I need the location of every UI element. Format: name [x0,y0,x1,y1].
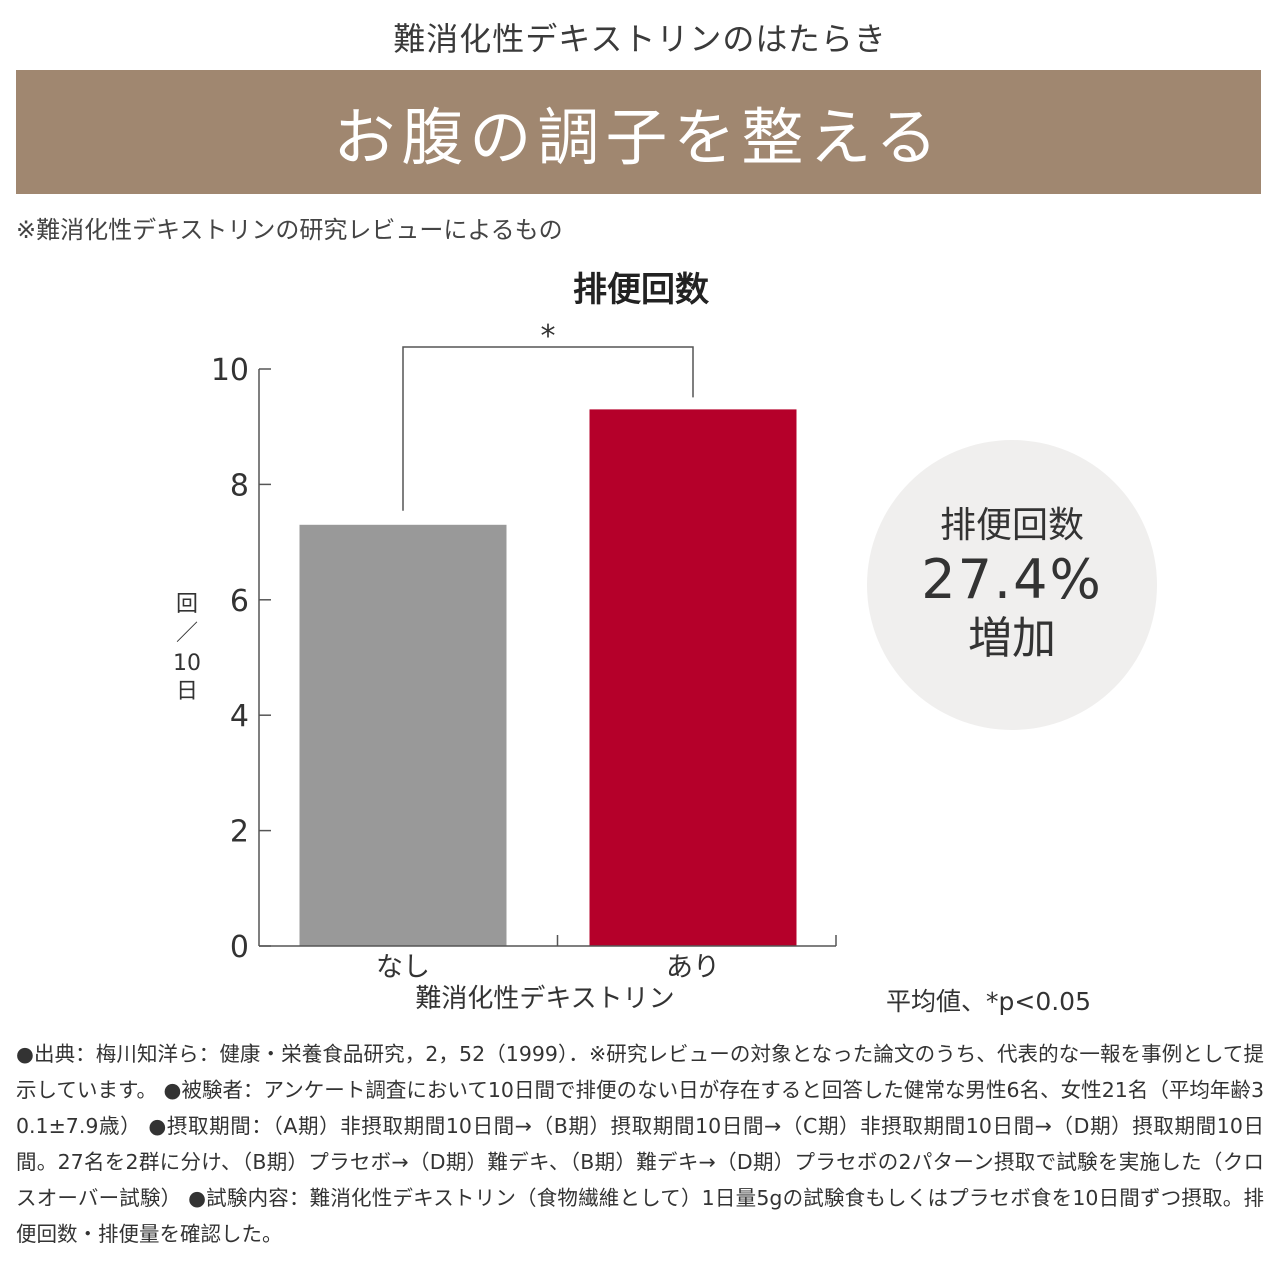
y-axis: 0 2 4 6 8 10 [211,353,271,965]
title-banner: お腹の調子を整える [16,70,1261,194]
x-axis-label: 難消化性デキストリン [415,984,674,1014]
research-note: ※難消化性デキストリンの研究レビューによるもの [16,216,563,244]
y-axis-label: 回 ／ 10 日 [173,592,201,704]
section-eyebrow: 難消化性デキストリンのはたらき [393,20,887,58]
y-tick-label: 0 [230,930,249,965]
significance-marker: * [541,319,556,354]
bar-with [589,409,797,946]
statistics-note: 平均値、*p<0.05 [886,987,1091,1016]
bars [299,409,797,946]
x-tick-label: あり [666,952,720,983]
chart-title: 排便回数 [573,270,709,310]
y-tick-label: 10 [211,353,249,388]
badge-percentage: 27.4% [921,548,1103,611]
significance-bracket: * [402,319,694,511]
page-title: お腹の調子を整える [333,101,944,174]
y-axis-label-part: 10 [173,651,201,676]
increase-badge: 排便回数 27.4% 増加 [867,440,1157,730]
y-tick-label: 8 [230,468,249,503]
y-tick-label: 2 [230,815,249,850]
y-axis-label-part: ／ [176,621,198,646]
x-tick-label: なし [376,952,430,983]
y-axis-label-part: 日 [176,679,198,704]
y-tick-label: 4 [230,699,249,734]
badge-metric: 排便回数 [939,505,1084,546]
y-axis-label-part: 回 [176,592,198,617]
bar-without [299,524,507,946]
y-tick-label: 6 [230,584,249,619]
bracket-line [402,346,694,511]
badge-change: 増加 [968,613,1056,664]
study-footnote: ●出典：梅川知洋ら：健康・栄養食品研究，2，52（1999）．※研究レビューの対… [16,1042,1264,1246]
